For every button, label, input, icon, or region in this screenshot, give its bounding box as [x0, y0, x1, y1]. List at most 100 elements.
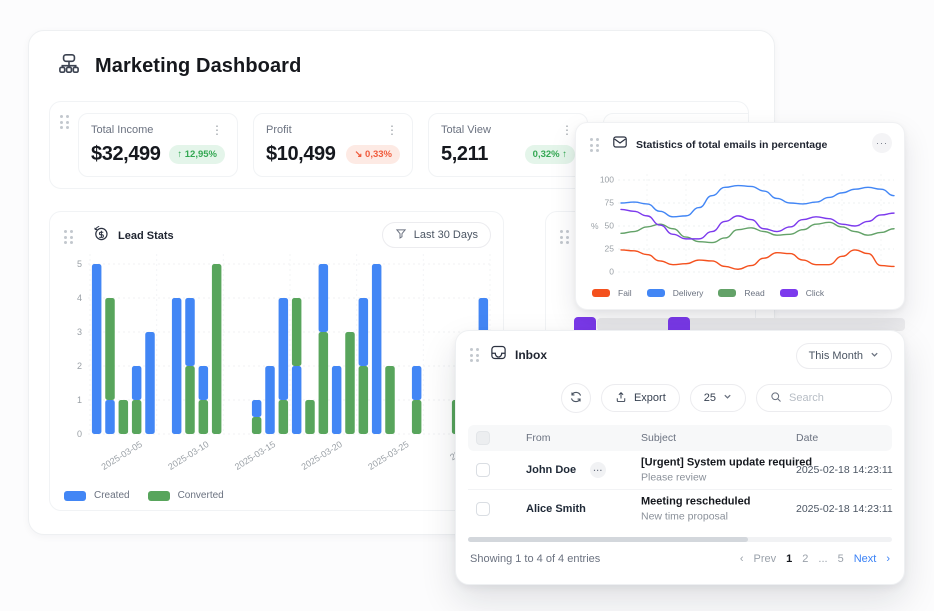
bar-segment-created [265, 366, 275, 434]
lead-stats-legend: Created Converted [64, 490, 224, 501]
legend-label: Delivery [673, 288, 704, 298]
legend-swatch-icon [148, 491, 170, 501]
bar-segment-created [105, 400, 115, 434]
pagination-item-›[interactable]: › [886, 553, 890, 565]
inbox-footer: Showing 1 to 4 of 4 entries ‹ Prev 12... 5N… [470, 553, 890, 565]
svg-text:25: 25 [605, 244, 615, 254]
pagination-item-2[interactable]: 2 [802, 553, 808, 565]
bar-segment-created [132, 366, 142, 400]
bar-segment-converted [252, 417, 262, 434]
legend-swatch-icon [64, 491, 86, 501]
bar-segment-created [172, 298, 182, 434]
bar-segment-converted [412, 400, 422, 434]
table-row: Alice SmithMeeting rescheduledNew time p… [468, 489, 892, 527]
stat-card: Total View⋮5,2110,32% ↑ [428, 113, 588, 177]
legend-swatch-icon [647, 289, 665, 297]
pagination-item-next[interactable]: Next [854, 553, 877, 565]
pagination-ellipsis: ... [818, 553, 827, 565]
inbox-title: Inbox [515, 348, 547, 362]
table-body: John Doe···[Urgent] System update requir… [468, 451, 892, 527]
page-title: Marketing Dashboard [95, 55, 301, 78]
bar-segment-created [332, 366, 342, 434]
pagination-item-5[interactable]: 5 [838, 553, 844, 565]
period-select[interactable]: This Month [796, 343, 892, 369]
svg-text:0: 0 [609, 267, 614, 277]
email-stats-header: Statistics of total emails in percentage [612, 134, 827, 155]
refresh-button[interactable] [561, 383, 591, 413]
bar-segment-converted [105, 298, 115, 400]
row-menu-button[interactable]: ··· [590, 462, 606, 478]
horizontal-scrollbar[interactable] [468, 537, 892, 542]
search-input[interactable] [789, 392, 885, 404]
bar-segment-created [199, 366, 209, 400]
svg-text:50: 50 [605, 221, 615, 231]
export-button[interactable]: Export [601, 384, 680, 412]
legend-swatch-icon [718, 289, 736, 297]
bar-segment-created [359, 298, 369, 366]
refresh-icon [569, 390, 583, 407]
page-size-select[interactable]: 25 [690, 384, 746, 412]
drag-handle-icon[interactable] [470, 348, 479, 362]
page-size-value: 25 [704, 392, 716, 404]
row-checkbox[interactable] [476, 463, 490, 477]
svg-text:3: 3 [77, 327, 82, 337]
email-stats-legend: Fail Delivery Read Click [592, 288, 824, 298]
trend-badge: 0,32% ↑ [525, 145, 575, 164]
svg-text:1: 1 [77, 395, 82, 405]
bar-segment-created [252, 400, 262, 417]
stat-card: Total Income⋮$32,499↑ 12,95% [78, 113, 238, 177]
subject-line: Meeting rescheduled [641, 495, 750, 507]
email-stats-card: Statistics of total emails in percentage… [575, 122, 905, 310]
export-label: Export [634, 392, 666, 404]
inbox-icon [490, 344, 507, 366]
bar-segment-converted [279, 400, 289, 434]
scrollbar-thumb[interactable] [468, 537, 748, 542]
bar-segment-converted [305, 400, 315, 434]
legend-item-converted[interactable]: Converted [148, 490, 224, 501]
pagination-item-‹[interactable]: ‹ [740, 553, 744, 565]
legend-item-click[interactable]: Click [780, 288, 824, 298]
table-row: John Doe···[Urgent] System update requir… [468, 451, 892, 489]
kebab-menu-icon[interactable]: ⋮ [384, 124, 400, 136]
column-header-date: Date [796, 432, 818, 444]
pagination-item-prev[interactable]: Prev [754, 553, 777, 565]
email-stats-chart: 0255075100% [576, 161, 906, 301]
inbox-header: Inbox [490, 344, 547, 366]
cell-from: Alice Smith [526, 503, 586, 515]
lead-stats-chart: 0123452025-03-052025-03-102025-03-152025… [50, 212, 505, 512]
inbox-card: Inbox This Month [455, 330, 905, 585]
legend-item-created[interactable]: Created [64, 490, 130, 501]
bar-segment-converted [292, 298, 302, 366]
bar-segment-converted [185, 366, 195, 434]
bar-segment-converted [132, 400, 142, 434]
legend-item-fail[interactable]: Fail [592, 288, 632, 298]
legend-item-read[interactable]: Read [718, 288, 764, 298]
card-menu-button[interactable]: ··· [872, 133, 892, 153]
bar-segment-created [372, 264, 382, 434]
bar-segment-converted [359, 366, 369, 434]
bar-segment-created [145, 332, 155, 434]
x-axis-label: 2025-03-20 [300, 439, 344, 472]
kebab-menu-icon[interactable]: ⋮ [559, 124, 575, 136]
row-checkbox[interactable] [476, 502, 490, 516]
stat-card-value: $32,499 [91, 143, 161, 166]
drag-handle-icon[interactable] [590, 138, 599, 152]
kebab-menu-icon[interactable]: ⋮ [209, 124, 225, 136]
search-box[interactable] [756, 384, 892, 412]
legend-swatch-icon [780, 289, 798, 297]
envelope-icon [612, 134, 628, 155]
cell-date: 2025-02-18 14:23:11 [796, 464, 893, 476]
legend-label: Fail [618, 288, 632, 298]
legend-item-delivery[interactable]: Delivery [647, 288, 704, 298]
pagination: ‹ Prev 12... 5 Next › [740, 553, 890, 565]
drag-handle-icon[interactable] [60, 115, 69, 129]
pagination-item-1[interactable]: 1 [786, 553, 792, 565]
subject-line: [Urgent] System update required [641, 457, 812, 469]
bar-segment-created [92, 264, 102, 434]
svg-text:2: 2 [77, 361, 82, 371]
entries-summary: Showing 1 to 4 of 4 entries [470, 553, 600, 565]
drag-handle-icon[interactable] [560, 230, 569, 244]
select-all-checkbox[interactable] [476, 431, 490, 445]
bar-segment-converted [385, 366, 395, 434]
sender-name: Alice Smith [526, 503, 586, 515]
